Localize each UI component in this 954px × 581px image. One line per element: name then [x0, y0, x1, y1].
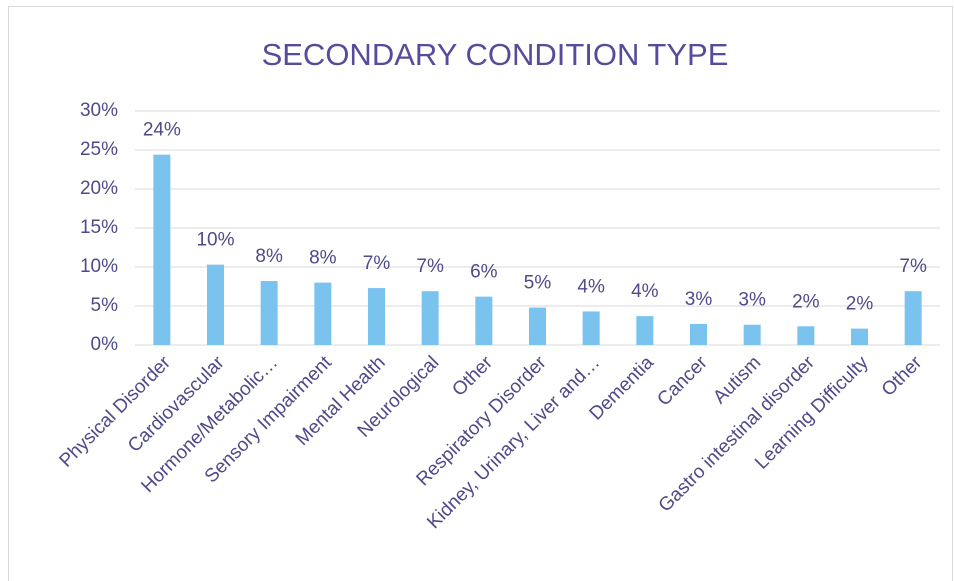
value-label: 7% [416, 256, 444, 277]
bar [421, 291, 439, 345]
value-label: 3% [685, 289, 713, 310]
bar [851, 328, 868, 345]
bar [582, 311, 600, 345]
bar [314, 282, 332, 345]
bar [904, 291, 922, 345]
value-label: 4% [577, 276, 605, 297]
y-tick-label: 25% [80, 139, 118, 160]
value-label: 8% [309, 248, 337, 269]
value-label: 2% [846, 294, 874, 315]
bar [743, 324, 761, 345]
bar [207, 264, 224, 345]
bar [368, 288, 385, 345]
value-label: 8% [255, 246, 283, 267]
value-label: 7% [363, 253, 391, 274]
y-tick-label: 0% [91, 334, 119, 355]
value-label: 3% [738, 290, 766, 311]
bar [475, 296, 493, 345]
bar [636, 316, 654, 345]
chart-title: SECONDARY CONDITION TYPE [262, 37, 729, 72]
bar [260, 281, 278, 345]
value-label: 5% [524, 273, 552, 294]
value-label: 2% [792, 291, 820, 312]
y-tick-label: 15% [80, 217, 118, 238]
y-tick-label: 30% [80, 100, 118, 121]
bar [797, 326, 815, 345]
y-tick-label: 10% [80, 256, 118, 277]
value-label: 24% [143, 120, 181, 141]
y-tick-label: 20% [80, 178, 118, 199]
y-tick-label: 5% [91, 295, 119, 316]
bar [690, 323, 707, 345]
value-label: 10% [196, 230, 234, 251]
bar [153, 154, 171, 345]
value-label: 6% [470, 262, 498, 283]
value-label: 4% [631, 281, 659, 302]
bar [529, 307, 546, 345]
value-label: 7% [899, 256, 927, 277]
